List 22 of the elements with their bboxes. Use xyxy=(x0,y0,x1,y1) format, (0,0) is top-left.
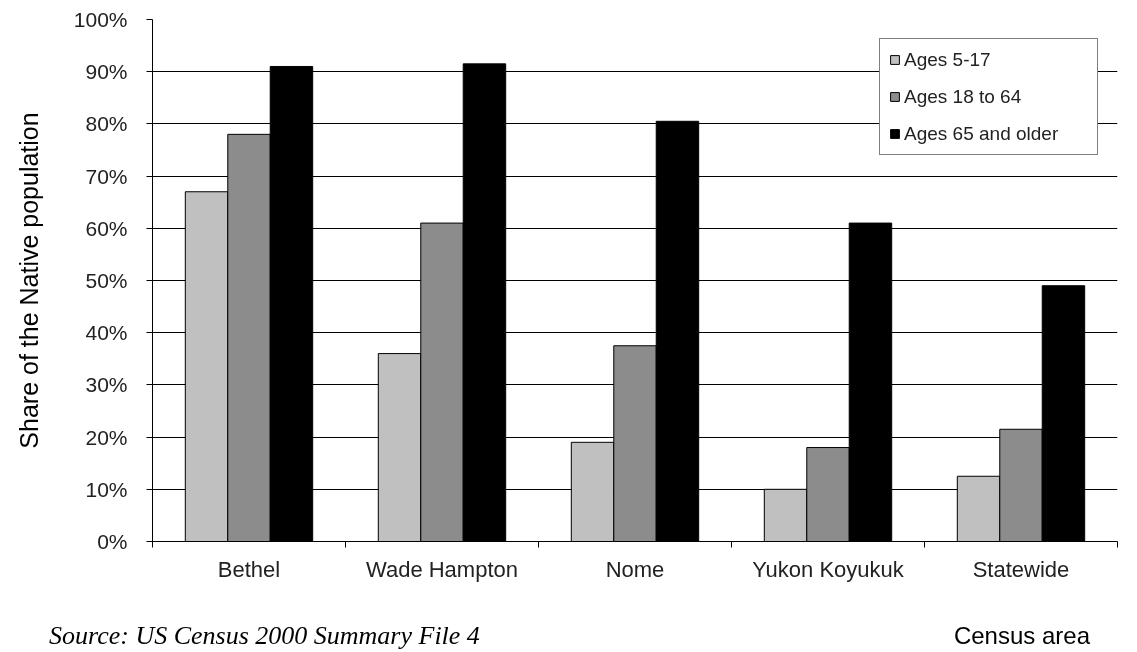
y-tick-label: 60% xyxy=(85,216,128,240)
y-tick-label: 40% xyxy=(85,321,128,345)
x-tick-label: Bethel xyxy=(217,556,281,582)
y-tick-label: 20% xyxy=(85,425,128,449)
x-axis-title: Census area xyxy=(953,621,1090,651)
x-tick-label: Yukon Koyukuk xyxy=(752,556,905,582)
x-tick-label: Wade Hampton xyxy=(365,556,519,582)
y-axis-title: Share of the Native population xyxy=(14,112,43,449)
x-tick-label: Nome xyxy=(605,556,665,582)
y-tick-label: 70% xyxy=(85,164,128,188)
y-tick-label: 30% xyxy=(85,373,128,397)
y-tick-label: 90% xyxy=(85,60,128,84)
y-tick-label: 10% xyxy=(85,477,128,501)
y-tick-label: 50% xyxy=(85,269,128,292)
legend-label: Ages 5-17 xyxy=(904,48,992,71)
legend-label: Ages 18 to 64 xyxy=(904,85,1023,108)
y-tick-label: 100% xyxy=(73,8,128,31)
y-tick-label: 0% xyxy=(97,530,128,553)
x-tick-label: Statewide xyxy=(972,556,1070,582)
legend-label: Ages 65 and older xyxy=(904,122,1060,145)
y-tick-label: 80% xyxy=(85,112,128,136)
source-note: Source: US Census 2000 Summary File 4 xyxy=(49,621,480,651)
